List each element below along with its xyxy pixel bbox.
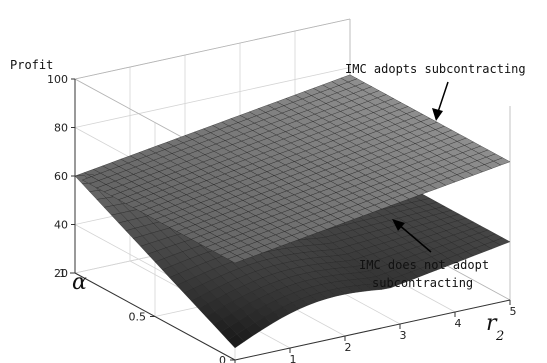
svg-text:r: r (486, 311, 498, 336)
x-tick-label: 3 (400, 329, 407, 342)
x-axis-label: r 2 (486, 311, 504, 344)
x-tick-label: 5 (510, 305, 517, 318)
x-axis-line (234, 299, 511, 361)
svg-text:2: 2 (495, 329, 504, 344)
annotation-adopts-arrow-line (437, 81, 449, 113)
z-tick-label: 80 (54, 122, 68, 135)
z-axis-label: Profit (10, 58, 53, 72)
surface-patch (227, 333, 245, 349)
x-tick-label: 1 (290, 353, 297, 363)
y-tick-label: 1 (59, 267, 66, 280)
x-tick-label: 4 (455, 317, 462, 330)
y-tick-label: 0 (219, 354, 226, 363)
x-tick-label: 2 (345, 341, 352, 354)
z-tick-label: 20 (54, 267, 68, 280)
z-tick-label: 60 (54, 170, 68, 183)
annotation-adopts-arrowhead (432, 108, 443, 121)
box-edge (74, 18, 351, 80)
svg-text:IMC does not adopt: IMC does not adopt (359, 258, 489, 272)
surface-patch (227, 255, 245, 264)
annotation-adopts: IMC adopts subcontracting (345, 62, 526, 121)
y-axis-label: α (72, 270, 87, 295)
annotation-not-adopt-arrowhead (392, 219, 405, 231)
annotation-not-adopt: IMC does not adopt subcontracting (359, 219, 489, 290)
z-tick-label: 100 (47, 73, 68, 86)
surfaces (74, 74, 511, 349)
y-tick-label: 0.5 (129, 311, 147, 324)
svg-text:IMC adopts subcontracting: IMC adopts subcontracting (345, 62, 526, 76)
z-tick-label: 40 (54, 219, 68, 232)
svg-text:subcontracting: subcontracting (372, 276, 473, 290)
annotation-not-adopt-arrow-line (397, 223, 432, 253)
